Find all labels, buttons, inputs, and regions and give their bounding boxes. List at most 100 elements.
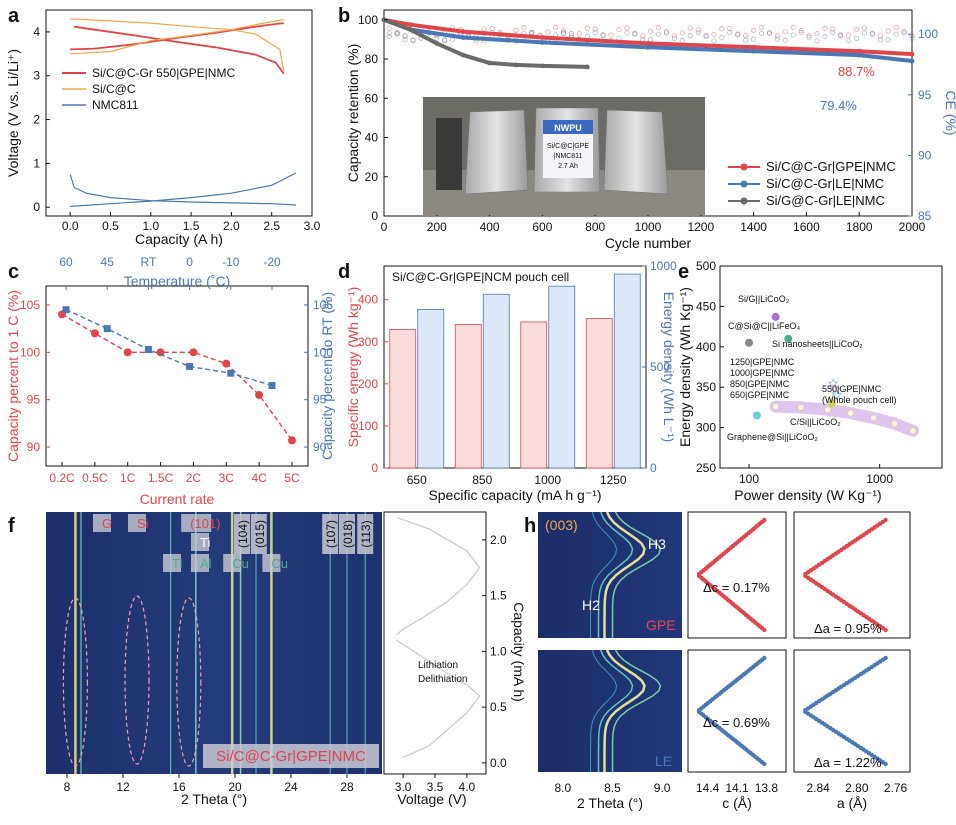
ce-point-b-1 [727,30,733,36]
ce-point-b-0 [521,25,527,31]
a-plot-frame-gpe [793,511,911,639]
gpe-star-e [831,389,843,400]
x-tick-label-b: 1200 [687,220,714,234]
y-tick-label-a: 2 [33,113,40,127]
delta-c-le: Δc = 0.69% [703,715,770,730]
panel-letter-e: e [678,261,689,283]
ce-point-b-0 [489,25,495,32]
y-tick-label-b: 60 [365,91,379,105]
curves-g [396,517,481,758]
bar-energy-density [417,309,445,469]
delta-c-gpe: Δc = 0.17% [703,580,770,595]
ce-point-b-2 [568,31,574,37]
ce-point-b-1 [877,37,883,43]
phase-label-h2: H2 [582,597,600,613]
a-tick-label-h: 2.76 [884,781,908,795]
y-tick-label-b: 40 [365,131,379,145]
legend-entry-g-1: Delithiation [418,674,467,685]
hkl-label-box-f [234,514,250,554]
whole-pouch-point [824,406,831,414]
temp-point-c [103,325,111,333]
y-tick-label-g: 1.0 [490,644,507,658]
y-tick-label-d: 100 [358,419,378,433]
contour-line-h-0-3 [611,511,662,638]
rate-point-c [90,329,99,338]
y2-tick-label-b: 85 [918,209,932,223]
bar-energy-density [548,285,576,469]
contour-line-h-1-3 [611,649,662,772]
panel-letter-f: f [8,515,15,537]
gpe-label-e: 850|GPE|NMC [730,379,790,389]
x2-tick-label-c: -20 [263,255,281,269]
ce-point-b-1 [632,31,638,37]
contour-line-h-1-0 [603,649,646,772]
ce-point-b-0 [576,31,582,37]
rate-point-c [123,348,132,357]
x-tick-label-f: 28 [340,780,354,794]
plot-frame-a [45,9,313,217]
ce-point-b-0 [656,25,662,31]
series-line-a-1-1 [70,19,284,55]
x-tick-label-b: 400 [480,220,500,234]
hkl-label-f: (113) [359,520,373,547]
y-axis-label-c: Capacity percent to 1 C (%) [5,290,21,462]
c-point-gpe [762,627,767,633]
y-tick-label-g: 2.0 [490,533,507,547]
contour-line-h-0-2 [590,511,618,638]
ce-point-b-0 [711,31,717,38]
ce-point-b-0 [846,32,852,38]
retention-point-b-1 [540,40,545,45]
y2-axis-label-d: Energy density (Wh L⁻¹) [661,292,677,443]
a-point-gpe [883,627,888,633]
y2-tick-label-d: 0 [650,461,657,475]
contour-line-h-1-1 [597,649,634,772]
panel-f: f G Si (101) Ti Ti Al Cu Cu (104) (015) (107) (018)… [8,512,382,807]
retention-point-b-2 [513,62,519,68]
y-tick-label-g: 0.5 [490,700,507,714]
y-tick-label-e: 500 [696,259,716,273]
hkl-label-box-f [339,514,355,554]
ce-point-b-1 [814,38,820,44]
y-tick-label-e: 350 [696,380,716,394]
phase-label-box-f [128,514,146,532]
y-tick-label-c: 90 [27,440,41,454]
ce-point-b-0 [545,29,551,35]
phase-labels-f: G Si (101) Ti Ti Al Cu Cu (104) (015) (107) (018) (1… [93,514,374,572]
contour-map-f [46,512,382,774]
retention-point-b-0 [909,51,915,57]
gpe-star-e [827,378,839,389]
temp-point-c [227,369,235,377]
whole-pouch-point [891,420,898,427]
y-tick-label-b: 20 [365,170,379,184]
x-axis-label-d: Specific capacity (mA h g⁻¹) [428,487,601,503]
ce-point-b-1 [735,32,741,38]
ce-point-b-1 [592,29,598,35]
ce-point-b-0 [885,28,891,34]
cell-label-f: Si/C@C-Gr|GPE|NMC [216,748,366,765]
x-tick-label-b: 2000 [899,220,926,234]
x-tick-label-a: 2.0 [223,219,240,233]
retention-point-b-2 [487,60,492,66]
literature-label-e: Si/G||LiCoO₂ [738,294,790,304]
legend-b: Si/C@C-Gr|GPE|NMC Si/C@C-Gr|LE|NMC Si/G@… [728,159,896,208]
ce-point-b-1 [869,31,875,37]
ce-point-b-1 [687,33,693,39]
phase-label-box-f [191,533,209,551]
x2-axis-label-c: Temperature (˚C) [124,273,231,289]
x-axis-label-e: Power density (W Kg⁻¹) [734,487,881,503]
legend-entry-g-0: Lithiation [418,660,458,671]
y-tick-label-d: 0 [371,461,378,475]
temp-line-c [65,309,273,387]
x-tick-label-d: 650 [407,473,427,487]
ce-point-b-1 [822,34,828,40]
region-highlight-f [62,597,89,767]
y-tick-label-c: 100 [20,345,40,359]
gpe-label-e: 650|GPE|NMC [730,390,790,400]
phase-label-f: Al [200,556,212,571]
ticks-b: 0 200 400 600 800 1000 1200 1400 1600 1800 2000 0 20… [358,13,938,234]
ce-point-b-0 [616,26,622,33]
ce-point-b-0 [814,31,820,37]
contour-map-h-le [538,650,682,772]
y-tick-label-b: 80 [365,52,379,66]
y-tick-label-e: 450 [696,299,716,313]
